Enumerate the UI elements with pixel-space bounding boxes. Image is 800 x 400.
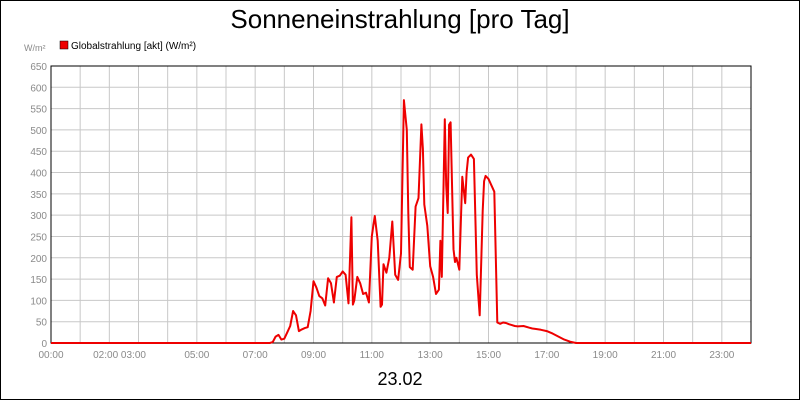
- y-tick-label: 0: [41, 339, 47, 350]
- y-tick-label: 150: [30, 275, 47, 286]
- x-tick-label: 07:00: [243, 350, 268, 361]
- x-tick-label: 21:00: [651, 350, 676, 361]
- series-line-globalstrahlung: [51, 99, 751, 344]
- x-tick-label: 15:00: [476, 350, 501, 361]
- chart-title: Sonneneinstrahlung [pro Tag]: [230, 4, 570, 34]
- y-tick-label: 300: [30, 211, 47, 222]
- y-tick-label: 500: [30, 126, 47, 137]
- x-tick-label: 00:00: [38, 350, 63, 361]
- x-axis-ticks: 00:00 02:00 03:00 05:00 07:00 09:00 11:00 13:0…: [38, 350, 734, 361]
- x-tick-label: 11:00: [360, 350, 385, 361]
- y-axis-ticks: 0 50 100 150 200 250 300 350 400 450 500 550 600 650: [30, 62, 47, 350]
- y-tick-label: 100: [30, 296, 47, 307]
- legend-swatch: [59, 40, 69, 50]
- y-tick-label: 200: [30, 254, 47, 265]
- x-tick-label: 09:00: [301, 350, 326, 361]
- grid-lines: [51, 65, 751, 344]
- x-tick-label: 19:00: [593, 350, 618, 361]
- x-tick-label: 23:00: [709, 350, 734, 361]
- y-tick-label: 650: [30, 62, 47, 73]
- x-tick-label: 02:00 03:00: [93, 350, 146, 361]
- x-tick-label: 13:00: [418, 350, 443, 361]
- legend-label: Globalstrahlung [akt] (W/m²): [71, 41, 196, 52]
- y-tick-label: 550: [30, 105, 47, 116]
- y-axis-unit: W/m²: [24, 43, 46, 53]
- x-tick-label: 05:00: [184, 350, 209, 361]
- y-tick-label: 50: [36, 318, 48, 329]
- y-tick-label: 350: [30, 190, 47, 201]
- y-tick-label: 450: [30, 147, 47, 158]
- plot-area-border: [50, 65, 752, 344]
- y-tick-label: 400: [30, 169, 47, 180]
- y-tick-label: 600: [30, 83, 47, 94]
- date-label: 23.02: [377, 369, 423, 389]
- y-tick-label: 250: [30, 232, 47, 243]
- x-tick-label: 17:00: [534, 350, 559, 361]
